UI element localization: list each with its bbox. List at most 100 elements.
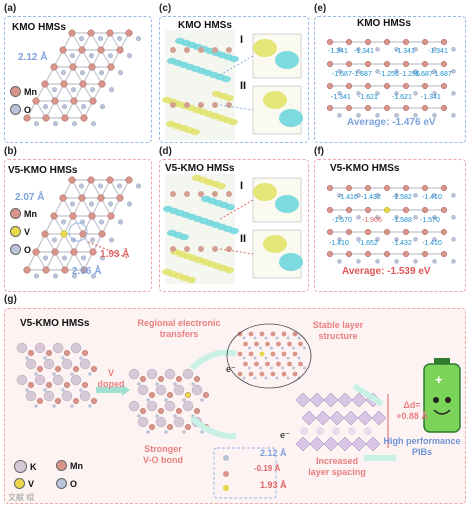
- stable-layer-label: Stable layer structure: [312, 320, 364, 341]
- mn-atom: [72, 397, 79, 404]
- battery-eye: [433, 397, 439, 403]
- v-atom: [383, 206, 391, 214]
- mn-atom: [175, 407, 182, 414]
- k-atom: [316, 427, 324, 435]
- mn-atom: [270, 331, 276, 337]
- o-atom: [356, 215, 361, 220]
- inset-lobe: [275, 51, 299, 69]
- o-atom: [356, 47, 361, 52]
- o-atom: [413, 259, 418, 264]
- o-atom: [281, 366, 284, 370]
- energy-f-1: -1.432: [361, 194, 381, 201]
- mn-atom: [326, 184, 334, 192]
- octahedron: [329, 410, 345, 426]
- energy-e-7: -1.256: [400, 71, 420, 78]
- mn-atom: [175, 375, 182, 382]
- k-atom: [16, 374, 28, 386]
- mn-atom: [237, 351, 243, 357]
- high-performance-label: High performance PIBs: [383, 436, 461, 457]
- octahedron: [337, 436, 353, 452]
- v-atom: [223, 485, 229, 491]
- o-atom: [394, 113, 399, 118]
- mn-atom: [440, 104, 448, 112]
- inset-lobe: [275, 195, 299, 213]
- mn-atom: [42, 114, 50, 122]
- o-atom: [42, 255, 48, 261]
- panel-label-e: (e): [314, 3, 327, 14]
- charge-lobe: [225, 203, 235, 211]
- arrow-battery: [352, 383, 384, 407]
- energy-e-8: -1.687: [413, 71, 433, 78]
- atom: [198, 191, 204, 197]
- k-atom: [52, 374, 64, 386]
- o-atom: [135, 183, 141, 189]
- o-atom: [432, 113, 437, 118]
- mn-atom: [166, 423, 173, 430]
- delta-d-label: Δd= +0.88 Å: [396, 400, 428, 421]
- mn-atom: [60, 80, 68, 88]
- o-atom: [61, 219, 66, 225]
- k-atom: [364, 427, 372, 435]
- mn-atom: [37, 366, 44, 373]
- inset-lobe: [263, 91, 287, 109]
- energy-e-2: -1.341: [395, 48, 415, 55]
- o-atom: [248, 346, 251, 350]
- o-atom: [356, 69, 361, 74]
- mn-atom: [326, 82, 334, 90]
- panel-label-d: (d): [159, 146, 172, 157]
- o-atom: [253, 356, 257, 360]
- atom: [212, 47, 218, 53]
- mn-atom: [28, 381, 35, 388]
- increased-spacing-label: Increased layer spacing: [308, 456, 366, 477]
- o-atom: [242, 376, 246, 380]
- mn-atom: [106, 29, 114, 37]
- bond-box: [213, 447, 277, 499]
- o-atom: [51, 237, 57, 243]
- o-atom: [79, 36, 85, 42]
- o-atom: [126, 53, 132, 59]
- mn-atom: [421, 82, 429, 90]
- o-atom: [394, 259, 399, 264]
- atom: [198, 47, 204, 53]
- mn-atom: [254, 341, 259, 347]
- o-atom: [79, 388, 83, 392]
- o-atom: [70, 87, 76, 93]
- mn-atom: [270, 371, 276, 377]
- o-atom: [375, 237, 380, 242]
- k-atom: [173, 416, 185, 428]
- o-atom: [34, 121, 40, 127]
- mn-atom: [383, 104, 391, 112]
- o-atom: [137, 382, 141, 386]
- o-atom: [135, 36, 141, 42]
- o-atom: [451, 193, 456, 198]
- o-atom: [413, 69, 418, 74]
- electron-label-1: e⁻: [226, 364, 236, 374]
- mn-atom: [292, 351, 298, 357]
- mn-atom: [116, 194, 124, 202]
- octahedron: [323, 392, 339, 408]
- atom: [170, 191, 176, 197]
- panel-d-charge-density: [162, 174, 303, 284]
- mn-atom: [157, 375, 164, 382]
- o-atom: [34, 372, 38, 376]
- k-atom: [182, 368, 194, 380]
- mn-atom: [78, 194, 86, 202]
- mn-atom: [248, 351, 254, 357]
- mn-atom: [364, 104, 372, 112]
- mn-atom: [23, 266, 31, 274]
- o-atom: [52, 404, 56, 408]
- k-atom: [79, 358, 91, 370]
- o-atom: [253, 376, 257, 380]
- o-atom: [79, 183, 85, 189]
- o-atom: [356, 193, 361, 198]
- o-atom: [259, 346, 262, 350]
- watermark: 文献 组: [8, 493, 35, 502]
- o-atom: [223, 455, 229, 461]
- o-atom: [90, 237, 96, 243]
- o-atom: [356, 91, 361, 96]
- octahedron: [343, 410, 359, 426]
- atom: [226, 191, 232, 197]
- o-atom: [356, 237, 361, 242]
- energy-f-0: -1.416: [338, 194, 358, 201]
- mn-atom: [41, 80, 49, 88]
